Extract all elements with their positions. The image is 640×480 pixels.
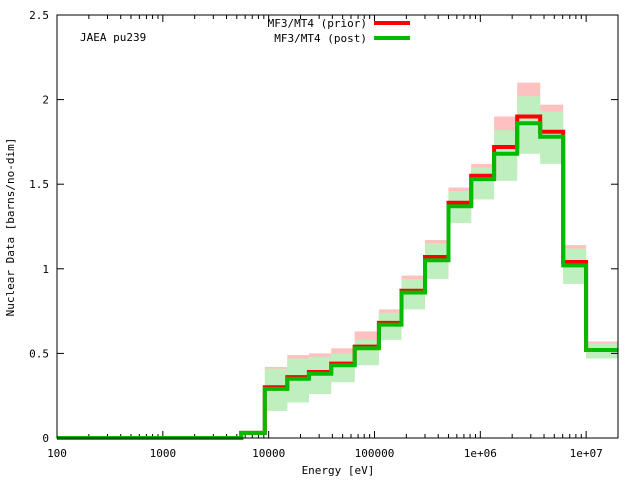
legend-label-post: MF3/MT4 (post)	[274, 32, 367, 45]
legend-label-prior: MF3/MT4 (prior)	[268, 17, 367, 30]
band-post-bin-11	[471, 167, 495, 200]
y-tick-label: 0.5	[29, 347, 49, 360]
band-post-bin-6	[354, 339, 379, 366]
band-post-bin-5	[331, 353, 355, 383]
x-tick-label: 1000	[150, 447, 177, 460]
x-tick-label: 10000	[252, 447, 285, 460]
chart-annotation: JAEA pu239	[80, 31, 146, 44]
y-tick-label: 1	[42, 263, 49, 276]
axis-ticks	[56, 14, 619, 439]
series-line-post	[57, 121, 618, 440]
tick-labels: 100 1000 10000 100000 1e+06 1e+07 0 0.5 1 1.5 2 2.5	[29, 9, 603, 460]
y-axis-label: Nuclear Data [barns/no-dim]	[4, 138, 17, 317]
x-tick-label: 1e+06	[464, 447, 497, 460]
x-tick-label: 100000	[355, 447, 395, 460]
x-tick-label: 100	[47, 447, 67, 460]
y-tick-label: 2.5	[29, 9, 49, 22]
y-tick-label: 2	[42, 94, 49, 107]
y-tick-label: 1.5	[29, 178, 49, 191]
y-tick-label: 0	[42, 432, 49, 445]
series-line-prior	[57, 114, 618, 440]
x-axis-label: Energy [eV]	[302, 464, 375, 477]
plot-frame	[56, 14, 619, 439]
x-tick-label: 1e+07	[570, 447, 603, 460]
legend: MF3/MT4 (prior) MF3/MT4 (post)	[268, 17, 410, 45]
series-lines	[57, 114, 618, 440]
